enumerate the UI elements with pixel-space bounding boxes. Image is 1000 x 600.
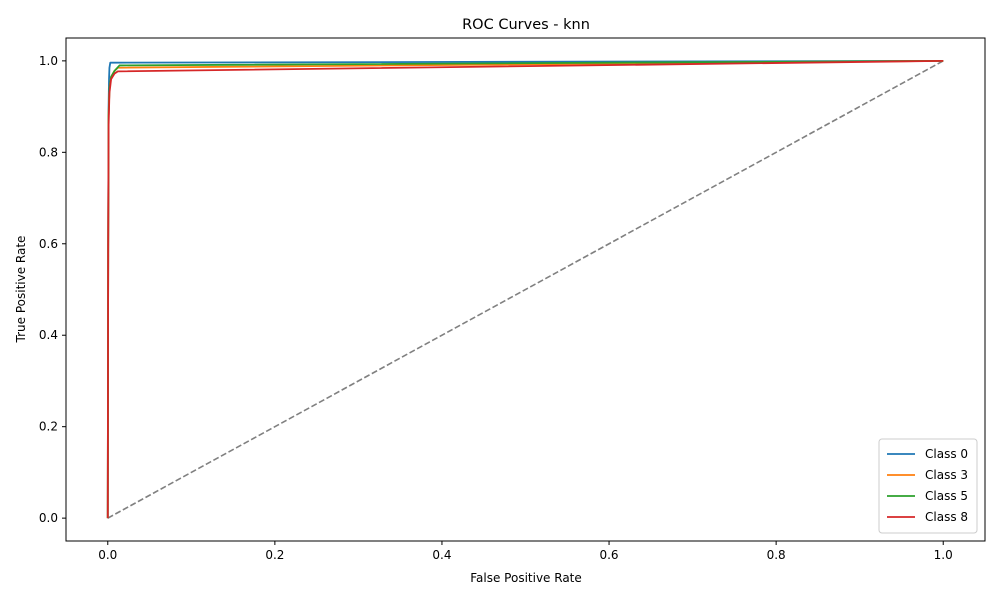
- legend-entry-label: Class 8: [925, 510, 968, 524]
- series-line-class-8: [106, 59, 944, 519]
- y-tick-label: 0.6: [39, 237, 58, 251]
- legend-box: [878, 438, 978, 534]
- chart-title: ROC Curves - knn: [462, 17, 590, 33]
- y-tick-label: 1.0: [39, 54, 58, 68]
- plot-frame: [65, 37, 986, 542]
- legend-entry-label: Class 5: [925, 489, 968, 503]
- legend: Class 0 Class 3 Class 5 Class 8: [878, 438, 978, 534]
- x-tick-label: 1.0: [934, 548, 953, 562]
- y-tick-label: 0.2: [39, 420, 58, 434]
- y-tick-label: 0.8: [39, 145, 58, 159]
- legend-entry-label: Class 0: [925, 447, 968, 461]
- y-axis-label: True Positive Rate: [14, 236, 28, 344]
- y-tick-label: 0.0: [39, 511, 58, 525]
- x-tick-label: 0.8: [767, 548, 786, 562]
- x-axis-ticks: 0.0 0.2 0.4 0.6 0.8 1.0: [98, 541, 953, 562]
- x-axis-label: False Positive Rate: [470, 571, 582, 585]
- y-axis-ticks: 0.0 0.2 0.4 0.6 0.8 1.0: [39, 54, 66, 525]
- x-tick-label: 0.2: [265, 548, 284, 562]
- legend-entry-label: Class 3: [925, 468, 968, 482]
- x-tick-label: 0.0: [98, 548, 117, 562]
- x-tick-label: 0.6: [599, 548, 618, 562]
- plot-area: [65, 37, 986, 542]
- y-tick-label: 0.4: [39, 328, 58, 342]
- reference-diagonal-line: [107, 60, 944, 519]
- x-tick-label: 0.4: [432, 548, 451, 562]
